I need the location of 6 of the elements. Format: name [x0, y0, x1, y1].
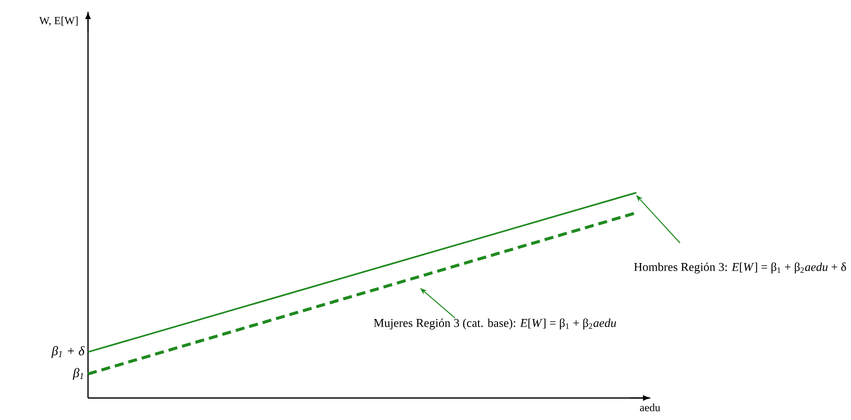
text: Mujeres Región 3 (cat. base): E[W] = β$_{1}$ + β$_{2}$aedu — [374, 318, 616, 330]
x-axis-title: aedu — [640, 404, 660, 412]
annotation: β$_{1}$ — [72, 368, 84, 380]
text: Hombres Región 3: E[W] = β$_{1}$ + β$_{2}$aedu + δ — [634, 262, 846, 274]
text: W, E[W] — [39, 16, 78, 26]
annotation: β$_{1}$ + δ — [51, 346, 85, 358]
